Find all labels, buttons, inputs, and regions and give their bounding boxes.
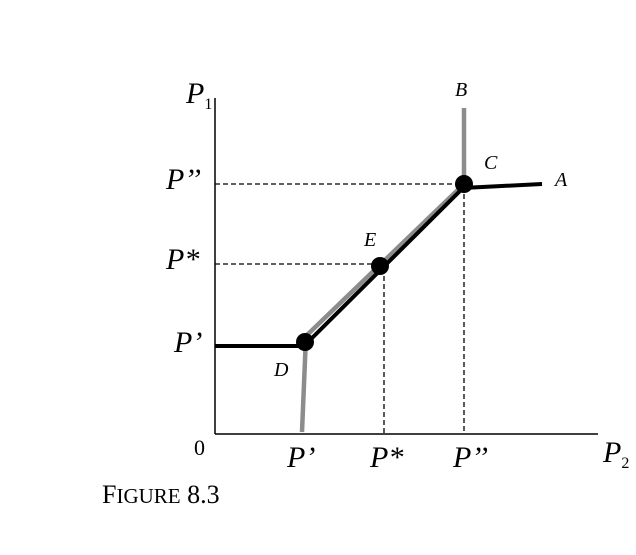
point-label-b: B xyxy=(455,79,467,101)
y-axis-title: P1 xyxy=(185,77,212,113)
point-c-dot xyxy=(455,175,473,193)
point-e-dot xyxy=(371,257,389,275)
y-tick-p-double-prime: P’’ xyxy=(165,163,201,196)
caption-word: IGURE xyxy=(116,484,181,508)
point-label-d: D xyxy=(273,359,289,381)
caption-number: 8.3 xyxy=(187,480,220,509)
figure-caption: FIGURE 8.3 xyxy=(102,480,220,510)
point-label-e: E xyxy=(363,229,376,251)
x-axis-title: P2 xyxy=(602,436,629,472)
y-tick-p-prime: P’ xyxy=(173,326,202,359)
origin-label: 0 xyxy=(194,435,205,460)
caption-initial: F xyxy=(102,480,117,509)
x-tick-p-star: P* xyxy=(369,441,403,474)
point-label-c: C xyxy=(484,152,498,174)
x-tick-p-double-prime: P’’ xyxy=(452,441,488,474)
point-d-dot xyxy=(296,333,314,351)
point-label-a: A xyxy=(553,169,568,191)
y-tick-p-star: P* xyxy=(165,243,199,276)
x-tick-p-prime: P’ xyxy=(286,441,315,474)
